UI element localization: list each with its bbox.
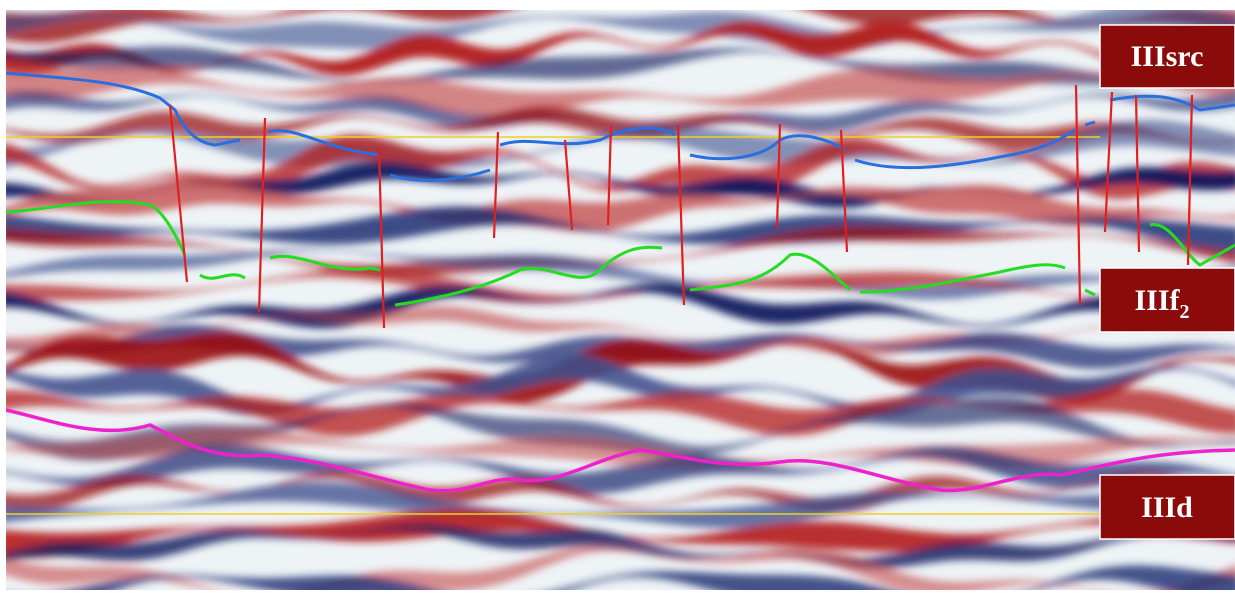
seismic-section: IIIsrc IIIf2 IIId [0,0,1235,596]
label-base: IIIf [1134,284,1180,317]
label-box: IIIf2 [1100,268,1235,332]
label-subscript: 2 [1180,301,1190,323]
label: IIId [1141,491,1193,524]
label-box: IIId [1100,475,1235,539]
page: IIIsrc IIIf2 IIId (() => { const data = … [0,0,1235,596]
label-box: IIIsrc [1100,25,1235,88]
label: IIIsrc [1131,40,1204,73]
